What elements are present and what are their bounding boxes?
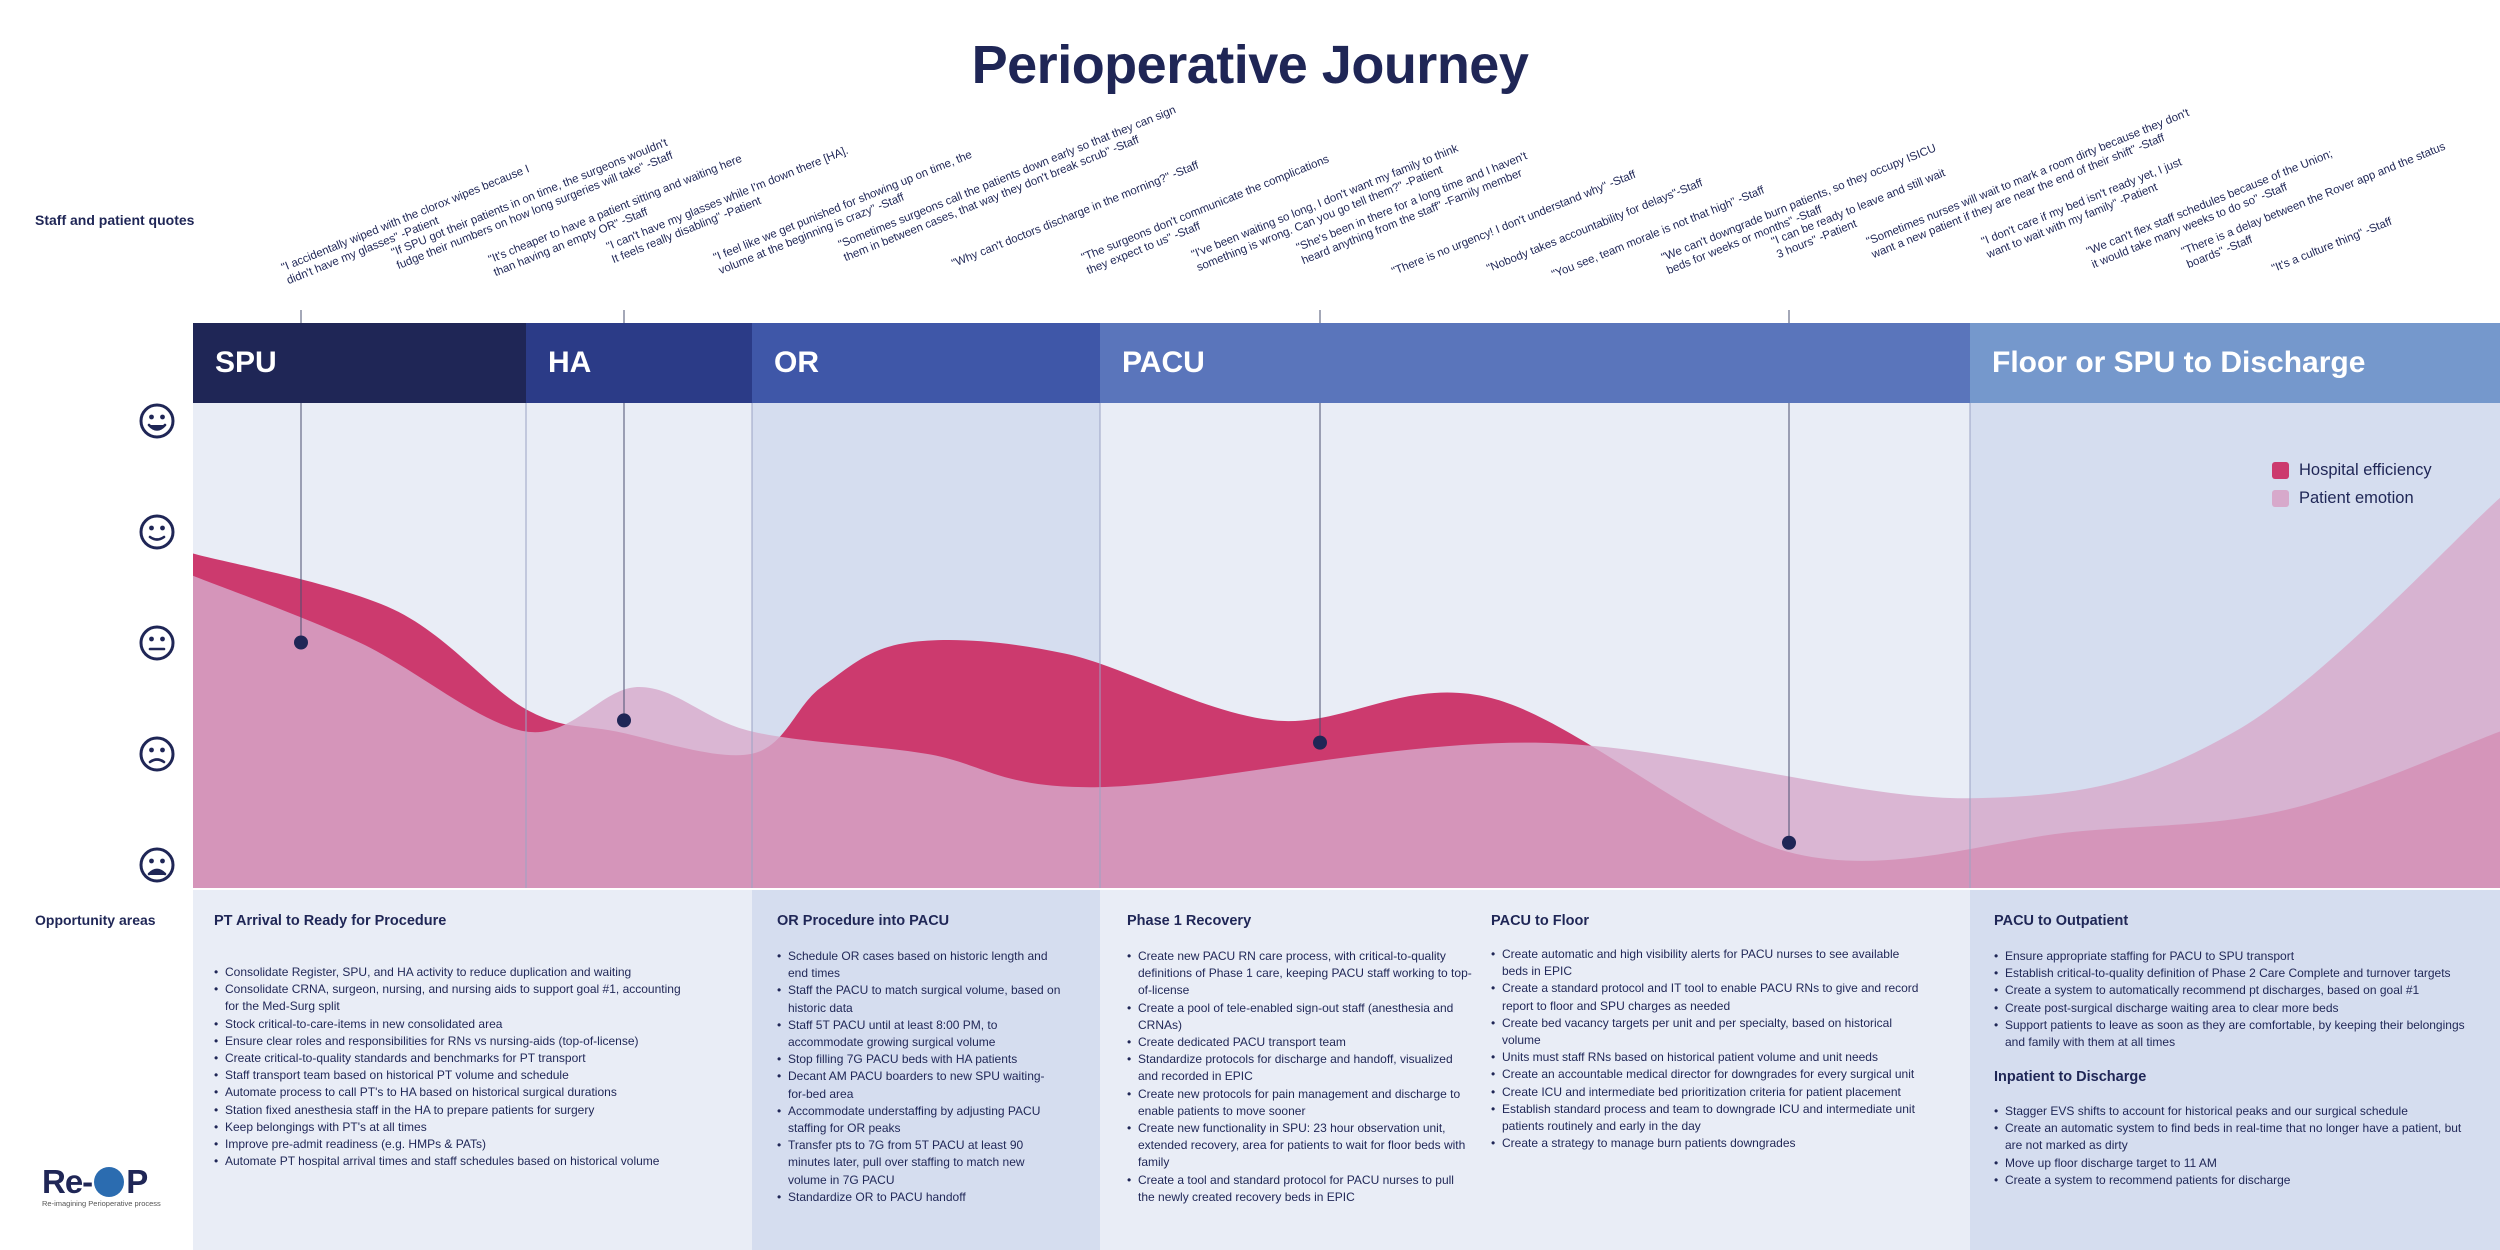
opportunity-item: Create new protocols for pain management… <box>1127 1086 1472 1120</box>
opportunity-item: Standardize protocols for discharge and … <box>1127 1051 1472 1085</box>
logo-subtitle: Re-imagining Perioperative process <box>42 1199 161 1208</box>
opportunity-item: Establish standard process and team to d… <box>1491 1101 1921 1135</box>
opportunity-item: Ensure appropriate staffing for PACU to … <box>1994 948 2474 965</box>
opportunity-item: Create ICU and intermediate bed prioriti… <box>1491 1084 1921 1101</box>
opportunity-item: Create a system to recommend patients fo… <box>1994 1172 2474 1189</box>
opportunity-item: Transfer pts to 7G from 5T PACU at least… <box>777 1137 1062 1189</box>
opportunity-item: Create an automatic system to find beds … <box>1994 1120 2474 1154</box>
opportunity-list: Create automatic and high visibility ale… <box>1491 946 1921 1152</box>
logo-person-icon <box>94 1167 125 1197</box>
opportunity-item: Station fixed anesthesia staff in the HA… <box>214 1102 684 1119</box>
opportunity-item: Improve pre-admit readiness (e.g. HMPs &… <box>214 1136 684 1153</box>
opportunity-item: Keep belongings with PT's at all times <box>214 1119 684 1136</box>
opportunity-item: Accommodate understaffing by adjusting P… <box>777 1103 1062 1137</box>
legend-label: Hospital efficiency <box>2299 460 2432 479</box>
legend-swatch-emotion <box>2272 489 2289 507</box>
opportunity-item: Establish critical-to-quality definition… <box>1994 965 2474 982</box>
opportunity-item: Create new PACU RN care process, with cr… <box>1127 948 1472 1000</box>
opportunity-item: Move up floor discharge target to 11 AM <box>1994 1155 2474 1172</box>
opportunity-list: Create new PACU RN care process, with cr… <box>1127 948 1472 1206</box>
opportunity-item: Create a tool and standard protocol for … <box>1127 1172 1472 1206</box>
opportunity-item: Ensure clear roles and responsibilities … <box>214 1033 684 1050</box>
quote-marker-dot <box>294 635 308 650</box>
very-sad-face-icon <box>138 846 176 884</box>
opportunity-item: Create an accountable medical director f… <box>1491 1066 1921 1083</box>
opportunity-item: Create a standard protocol and IT tool t… <box>1491 980 1921 1014</box>
opportunity-item: Standardize OR to PACU handoff <box>777 1189 1062 1206</box>
opportunity-item: Stop filling 7G PACU beds with HA patien… <box>777 1051 1062 1068</box>
opportunity-item: Create automatic and high visibility ale… <box>1491 946 1921 980</box>
opportunity-item: Consolidate Register, SPU, and HA activi… <box>214 964 684 981</box>
chart-legend: Hospital efficiency Patient emotion <box>2272 456 2432 512</box>
quote-marker-dot <box>1313 735 1327 750</box>
opportunity-heading: Phase 1 Recovery <box>1127 913 1252 929</box>
emotion-area <box>193 497 2500 888</box>
opportunity-item: Automate process to call PT's to HA base… <box>214 1084 684 1101</box>
opportunity-item: Staff the PACU to match surgical volume,… <box>777 982 1062 1016</box>
opportunity-heading: PACU to Outpatient <box>1994 913 2129 929</box>
opportunity-item: Stock critical-to-care-items in new cons… <box>214 1016 684 1033</box>
legend-item: Patient emotion <box>2272 484 2432 512</box>
opportunity-item: Create a pool of tele-enabled sign-out s… <box>1127 1000 1472 1034</box>
logo-wordmark: Re- P <box>42 1163 148 1200</box>
stage-floor-discharge: Floor or SPU to Discharge <box>1970 323 2500 403</box>
opportunity-item: Create a strategy to manage burn patient… <box>1491 1135 1921 1152</box>
very-happy-face-icon <box>138 402 176 440</box>
stage-pacu: PACU <box>1100 323 1970 403</box>
opportunity-item: Stagger EVS shifts to account for histor… <box>1994 1103 2474 1120</box>
opportunity-item: Schedule OR cases based on historic leng… <box>777 948 1062 982</box>
opportunity-heading: PT Arrival to Ready for Procedure <box>214 913 447 929</box>
legend-swatch-efficiency <box>2272 461 2289 479</box>
opportunity-item: Consolidate CRNA, surgeon, nursing, and … <box>214 981 684 1015</box>
opportunity-item: Create dedicated PACU transport team <box>1127 1034 1472 1051</box>
opportunity-list: Schedule OR cases based on historic leng… <box>777 948 1062 1206</box>
opportunity-item: Units must staff RNs based on historical… <box>1491 1049 1921 1066</box>
logo: Re- P Re-imagining Perioperative process <box>42 1163 161 1208</box>
sad-face-icon <box>138 735 176 773</box>
opportunity-item: Create a system to automatically recomme… <box>1994 982 2474 999</box>
legend-label: Patient emotion <box>2299 488 2414 507</box>
opportunity-heading: Inpatient to Discharge <box>1994 1069 2147 1085</box>
happy-face-icon <box>138 513 176 551</box>
quote-marker-dot <box>1782 835 1796 850</box>
opportunity-item: Create critical-to-quality standards and… <box>214 1050 684 1067</box>
stage-or: OR <box>752 323 1100 403</box>
quotes-label: Staff and patient quotes <box>35 212 195 228</box>
opportunity-item: Create bed vacancy targets per unit and … <box>1491 1015 1921 1049</box>
opportunity-list: Ensure appropriate staffing for PACU to … <box>1994 948 2474 1051</box>
opportunity-item: Create new functionality in SPU: 23 hour… <box>1127 1120 1472 1172</box>
stage-ha: HA <box>526 323 752 403</box>
opportunity-item: Create post-surgical discharge waiting a… <box>1994 1000 2474 1017</box>
quote-marker-dot <box>617 713 631 728</box>
opportunity-list: Stagger EVS shifts to account for histor… <box>1994 1103 2474 1189</box>
stage-spu: SPU <box>193 323 526 403</box>
page-title: Perioperative Journey <box>971 35 1529 95</box>
neutral-face-icon <box>138 624 176 662</box>
opportunities-label: Opportunity areas <box>35 912 156 928</box>
opportunity-item: Support patients to leave as soon as the… <box>1994 1017 2474 1051</box>
opportunity-item: Automate PT hospital arrival times and s… <box>214 1153 684 1170</box>
opportunity-item: Decant AM PACU boarders to new SPU waiti… <box>777 1068 1062 1102</box>
opportunity-item: Staff 5T PACU until at least 8:00 PM, to… <box>777 1017 1062 1051</box>
opportunity-heading: OR Procedure into PACU <box>777 913 950 929</box>
opportunity-item: Staff transport team based on historical… <box>214 1067 684 1084</box>
opportunity-heading: PACU to Floor <box>1491 913 1589 929</box>
opportunity-list: Consolidate Register, SPU, and HA activi… <box>214 964 684 1170</box>
legend-item: Hospital efficiency <box>2272 456 2432 484</box>
